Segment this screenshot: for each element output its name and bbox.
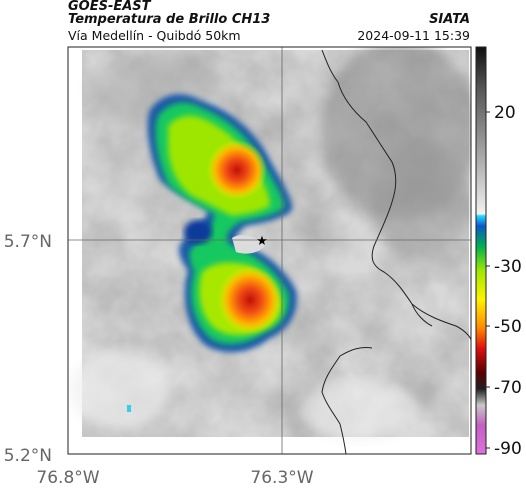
location-marker-icon: ★ — [256, 234, 268, 249]
river-line — [321, 355, 347, 454]
colorbar-tick: -90 — [494, 439, 522, 459]
y-tick-label: 5.2°N — [4, 446, 52, 466]
y-tick-label: 5.7°N — [4, 232, 52, 252]
satellite-title: GOES-EAST — [68, 0, 151, 14]
convective-storm — [147, 94, 297, 353]
region-subtitle: Vía Medellín - Quibdó 50km — [68, 28, 241, 43]
product-title: Temperatura de Brillo CH13 — [68, 12, 271, 27]
colorbar-tick: -70 — [494, 378, 522, 398]
colorbar-tick: 20 — [494, 103, 516, 123]
timestamp-label: 2024-09-11 15:39 — [357, 28, 470, 43]
small-cold-cell — [127, 405, 131, 412]
colorbar-tick: -30 — [494, 257, 522, 277]
colorbar-tick: -50 — [494, 317, 522, 337]
cloud-field — [70, 47, 471, 440]
border-line — [321, 49, 471, 341]
plot-frame — [67, 46, 472, 455]
colorbar: 20 -30 -50 -70 -90 — [475, 46, 522, 459]
x-tick-label: 76.3°W — [250, 468, 313, 488]
agency-label: SIATA — [429, 12, 470, 27]
x-tick-label: 76.8°W — [36, 468, 99, 488]
